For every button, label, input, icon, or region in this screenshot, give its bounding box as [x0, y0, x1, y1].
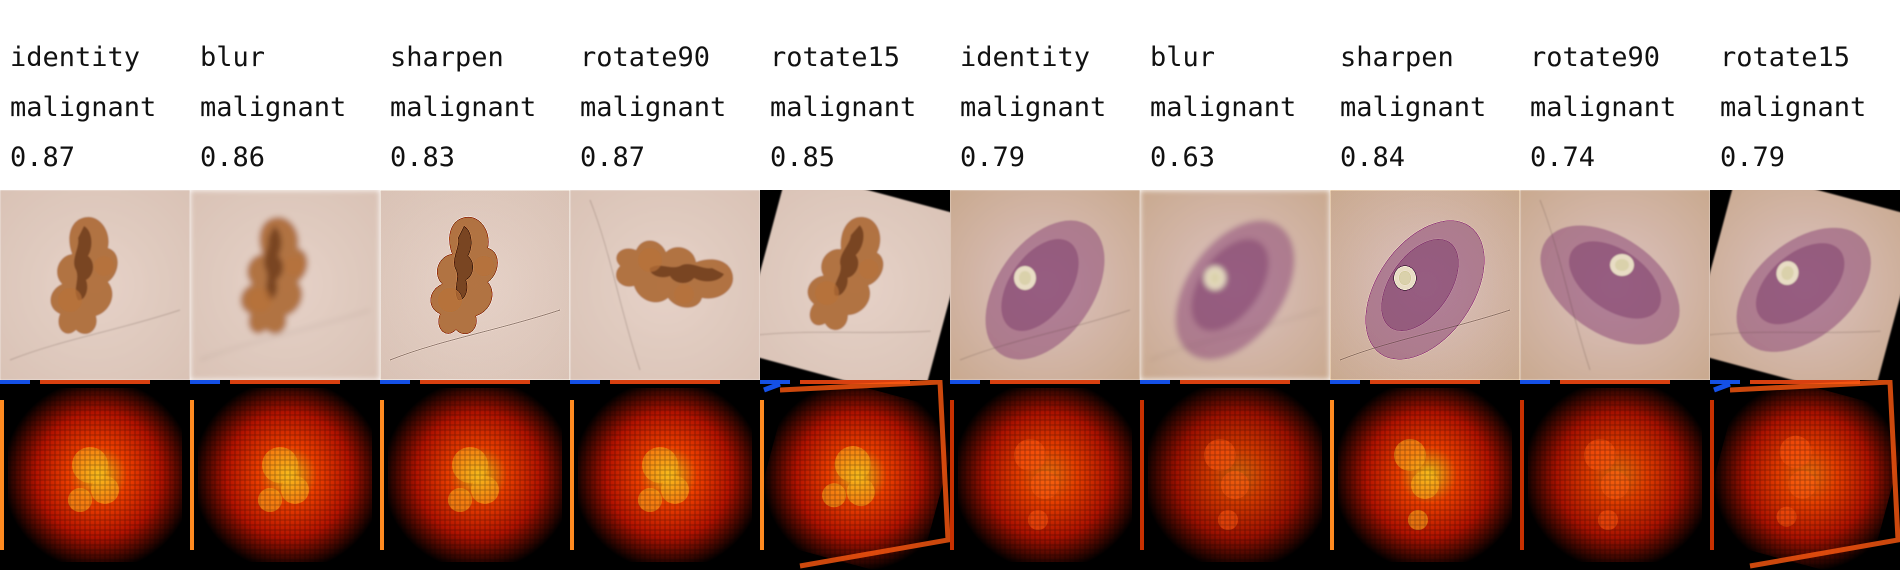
prediction-label: malignant	[1150, 92, 1297, 123]
augmentation-column: blur malignant 0.86	[190, 0, 380, 570]
augmentation-label: rotate15	[1720, 42, 1851, 73]
lesion-photo-svg	[760, 190, 950, 380]
augmentation-column: identity malignant 0.87	[0, 0, 190, 570]
prediction-label: malignant	[1720, 92, 1867, 123]
saliency-heatmap	[950, 380, 1140, 570]
lesion-image	[0, 190, 190, 380]
saliency-heatmap-svg	[380, 380, 570, 570]
lesion-image	[190, 190, 380, 380]
saliency-heatmap	[1520, 380, 1710, 570]
augmentation-label: blur	[200, 42, 266, 73]
saliency-heatmap	[760, 380, 950, 570]
saliency-heatmap-svg	[950, 380, 1140, 570]
lesion-photo-svg	[0, 190, 190, 380]
lesion-image	[950, 190, 1140, 380]
prediction-label: malignant	[1340, 92, 1487, 123]
probability-score: 0.79	[960, 142, 1026, 173]
lesion-photo-svg	[190, 190, 380, 380]
lesion-photo-svg	[1710, 190, 1900, 380]
prediction-label: malignant	[960, 92, 1107, 123]
lesion-image	[1520, 190, 1710, 380]
probability-score: 0.86	[200, 142, 266, 173]
prediction-label: malignant	[580, 92, 727, 123]
probability-score: 0.84	[1340, 142, 1406, 173]
prediction-label: malignant	[10, 92, 157, 123]
lesion-photo-svg	[380, 190, 570, 380]
lesion-image	[1330, 190, 1520, 380]
saliency-heatmap	[1330, 380, 1520, 570]
probability-score: 0.87	[10, 142, 76, 173]
saliency-heatmap-svg	[1330, 380, 1520, 570]
lesion-image	[760, 190, 950, 380]
lesion-photo-svg	[1140, 190, 1330, 380]
augmentation-column: sharpen malignant 0.84	[1330, 0, 1520, 570]
prediction-label: malignant	[390, 92, 537, 123]
saliency-heatmap-svg	[570, 380, 760, 570]
lesion-photo-svg	[950, 190, 1140, 380]
lesion-image	[1710, 190, 1900, 380]
augmentation-column: rotate15 malignant 0.79	[1710, 0, 1900, 570]
augmentation-label: rotate90	[1530, 42, 1661, 73]
augmentation-column: sharpen malignant 0.83	[380, 0, 570, 570]
prediction-label: malignant	[1530, 92, 1677, 123]
augmentation-column: identity malignant 0.79	[950, 0, 1140, 570]
saliency-heatmap	[190, 380, 380, 570]
saliency-heatmap	[570, 380, 760, 570]
lesion-photo-svg	[1520, 190, 1710, 380]
lesion-photo-svg	[570, 190, 760, 380]
prediction-label: malignant	[200, 92, 347, 123]
augmentation-label: identity	[10, 42, 141, 73]
prediction-label: malignant	[770, 92, 917, 123]
saliency-heatmap	[380, 380, 570, 570]
probability-score: 0.63	[1150, 142, 1216, 173]
saliency-heatmap-svg	[1140, 380, 1330, 570]
augmentation-label: sharpen	[1340, 42, 1454, 73]
lesion-image	[1140, 190, 1330, 380]
saliency-heatmap-svg	[0, 380, 190, 570]
augmentation-label: blur	[1150, 42, 1216, 73]
augmentation-column: rotate15 malignant 0.85	[760, 0, 950, 570]
saliency-heatmap-svg	[190, 380, 380, 570]
augmentation-column: rotate90 malignant 0.74	[1520, 0, 1710, 570]
augmentation-label: rotate15	[770, 42, 901, 73]
probability-score: 0.85	[770, 142, 836, 173]
lesion-image	[570, 190, 760, 380]
lesion-photo-svg	[1330, 190, 1520, 380]
augmentation-label: rotate90	[580, 42, 711, 73]
augmentation-label: sharpen	[390, 42, 504, 73]
saliency-heatmap	[1710, 380, 1900, 570]
saliency-heatmap	[0, 380, 190, 570]
saliency-heatmap	[1140, 380, 1330, 570]
probability-score: 0.79	[1720, 142, 1786, 173]
saliency-heatmap-svg	[1520, 380, 1710, 570]
saliency-heatmap-svg	[760, 380, 950, 570]
probability-score: 0.74	[1530, 142, 1596, 173]
lesion-image	[380, 190, 570, 380]
saliency-heatmap-svg	[1710, 380, 1900, 570]
augmentation-label: identity	[960, 42, 1091, 73]
augmentation-column: rotate90 malignant 0.87	[570, 0, 760, 570]
probability-score: 0.87	[580, 142, 646, 173]
augmentation-column: blur malignant 0.63	[1140, 0, 1330, 570]
probability-score: 0.83	[390, 142, 456, 173]
